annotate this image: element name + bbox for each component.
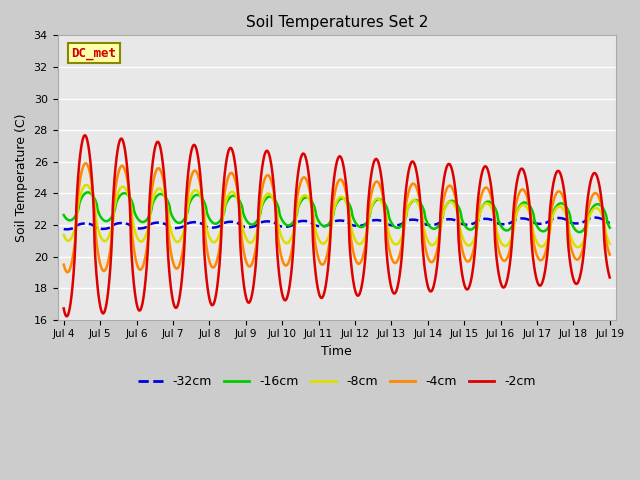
-2cm	[499, 285, 507, 290]
-4cm	[342, 191, 350, 197]
-4cm	[60, 262, 68, 267]
Y-axis label: Soil Temperature (C): Soil Temperature (C)	[15, 113, 28, 242]
-8cm	[606, 241, 614, 247]
-4cm	[606, 252, 614, 258]
-32cm	[499, 221, 507, 227]
-32cm	[342, 219, 350, 225]
-4cm	[399, 233, 407, 239]
-2cm	[342, 184, 350, 190]
-2cm	[606, 275, 614, 280]
-16cm	[582, 223, 590, 228]
-16cm	[209, 220, 217, 226]
-4cm	[162, 193, 170, 199]
-8cm	[582, 230, 590, 236]
-32cm	[606, 220, 614, 226]
Text: DC_met: DC_met	[72, 47, 116, 60]
-4cm	[63, 269, 71, 275]
-16cm	[342, 197, 350, 203]
-16cm	[575, 229, 583, 235]
-32cm	[582, 217, 590, 223]
Line: -16cm: -16cm	[64, 192, 610, 232]
-16cm	[60, 212, 68, 218]
-8cm	[60, 232, 68, 238]
-2cm	[63, 313, 70, 319]
-32cm	[399, 220, 407, 226]
-2cm	[162, 196, 170, 202]
-8cm	[574, 244, 582, 250]
-8cm	[342, 200, 350, 205]
-2cm	[209, 302, 217, 308]
-8cm	[83, 182, 90, 188]
-4cm	[582, 223, 590, 229]
Line: -2cm: -2cm	[64, 135, 610, 316]
-16cm	[162, 194, 170, 200]
-32cm	[209, 225, 217, 230]
-8cm	[209, 239, 217, 245]
-2cm	[81, 132, 89, 138]
-16cm	[399, 221, 407, 227]
-32cm	[162, 221, 170, 227]
-32cm	[60, 226, 68, 232]
-16cm	[499, 226, 507, 231]
X-axis label: Time: Time	[321, 345, 352, 358]
-32cm	[63, 227, 70, 232]
Title: Soil Temperatures Set 2: Soil Temperatures Set 2	[246, 15, 428, 30]
Line: -4cm: -4cm	[64, 163, 610, 272]
-16cm	[84, 190, 92, 195]
Legend: -32cm, -16cm, -8cm, -4cm, -2cm: -32cm, -16cm, -8cm, -4cm, -2cm	[132, 370, 541, 393]
-4cm	[209, 264, 217, 270]
-8cm	[162, 196, 170, 202]
Line: -32cm: -32cm	[64, 217, 610, 229]
-8cm	[499, 242, 507, 248]
-32cm	[591, 215, 598, 220]
-2cm	[399, 233, 407, 239]
-8cm	[399, 230, 407, 236]
-4cm	[82, 160, 90, 166]
-16cm	[606, 225, 614, 230]
-2cm	[582, 210, 590, 216]
-4cm	[499, 257, 507, 263]
-2cm	[60, 306, 68, 312]
Line: -8cm: -8cm	[64, 185, 610, 247]
